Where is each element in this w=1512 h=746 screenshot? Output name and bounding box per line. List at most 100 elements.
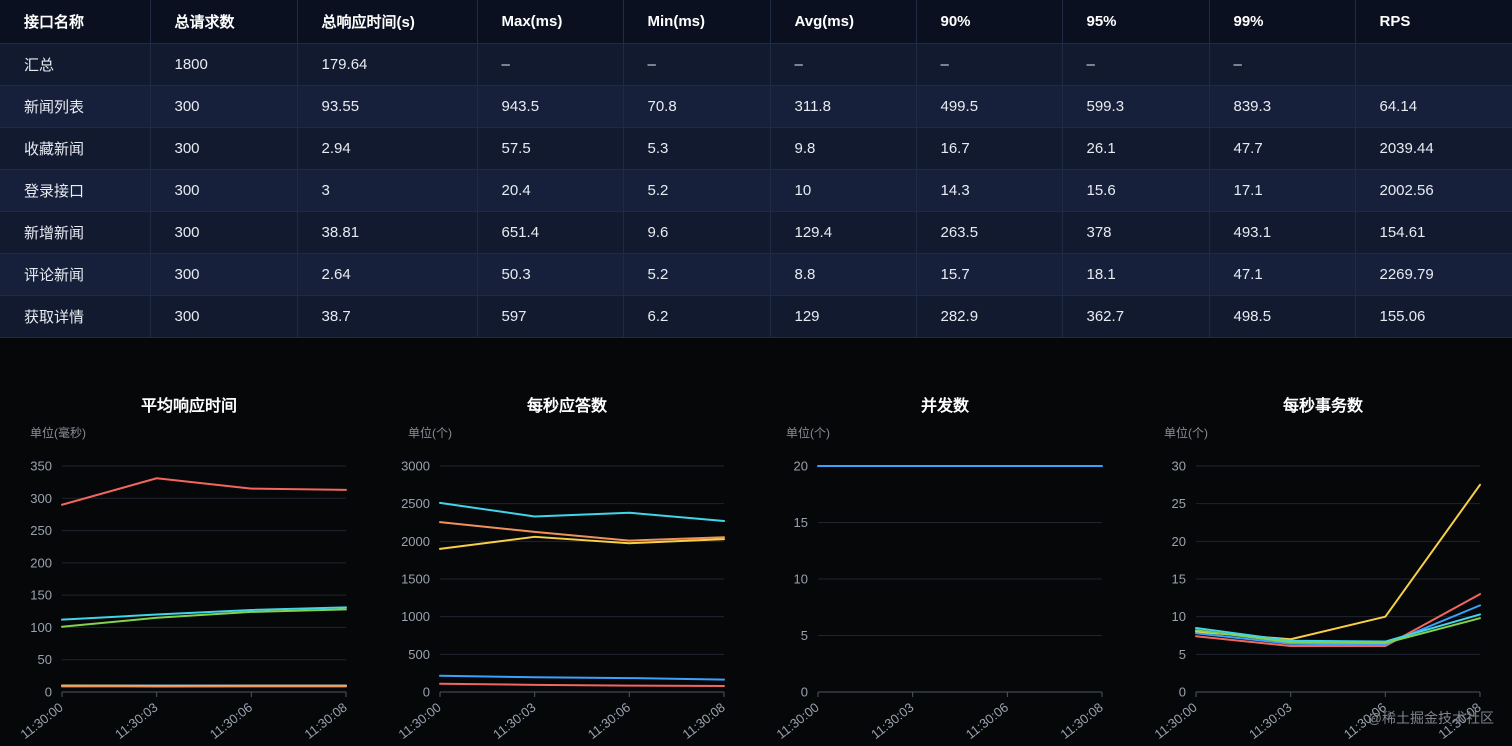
chart-unit-label: 单位(个) xyxy=(408,426,452,440)
table-cell: 300 xyxy=(149,253,298,296)
chart-unit-label: 单位(毫秒) xyxy=(30,426,86,440)
col-header-avg-ms: Avg(ms) xyxy=(769,0,917,44)
chart-card-avg-response-time: 平均响应时间 单位(毫秒) 0 50 100 150 200 250 300 350 11:30… xyxy=(0,350,378,746)
table-row: 新增新闻 300 38.81 651.4 9.6 129.4 263.5 378 493.1 15… xyxy=(0,211,1512,254)
y-tick-label: 250 xyxy=(30,523,52,538)
table-cell: 20.4 xyxy=(476,169,624,212)
y-tick-label: 0 xyxy=(45,685,52,700)
table-cell: 5.2 xyxy=(622,169,771,212)
table-cell: 5.3 xyxy=(622,127,771,170)
table-cell: 9.8 xyxy=(769,127,917,170)
col-header-p95: 95% xyxy=(1061,0,1210,44)
table-cell: 10 xyxy=(769,169,917,212)
y-tick-label: 1000 xyxy=(401,609,430,624)
table-row: 评论新闻 300 2.64 50.3 5.2 8.8 15.7 18.1 47.1 2269.79 xyxy=(0,253,1512,296)
x-tick-label: 11:30:03 xyxy=(868,700,916,740)
table-row: 新闻列表 300 93.55 943.5 70.8 311.8 499.5 599.3 839.… xyxy=(0,85,1512,128)
table-cell: 378 xyxy=(1061,211,1210,254)
table-cell: – xyxy=(769,43,917,86)
table-cell: 评论新闻 xyxy=(0,253,151,296)
table-cell: 50.3 xyxy=(476,253,624,296)
table-cell: 597 xyxy=(476,295,624,338)
line-series xyxy=(439,501,725,522)
table-header-row: 接口名称 总请求数 总响应时间(s) Max(ms) Min(ms) Avg(m… xyxy=(0,0,1512,44)
table-cell: 16.7 xyxy=(915,127,1063,170)
table-cell: 获取详情 xyxy=(0,295,151,338)
chart-title: 每秒应答数 xyxy=(526,398,607,415)
chart-plot: 0 500 1000 1500 2000 2500 3000 11:30:00 11:30:03… xyxy=(395,459,727,741)
table-cell: 38.81 xyxy=(296,211,478,254)
table-cell: 362.7 xyxy=(1061,295,1210,338)
table-cell: 57.5 xyxy=(476,127,624,170)
table-cell: 8.8 xyxy=(769,253,917,296)
y-tick-label: 200 xyxy=(30,555,52,570)
x-tick-label: 11:30:06 xyxy=(963,700,1011,740)
table-cell: – xyxy=(1061,43,1210,86)
line-series xyxy=(61,608,347,628)
y-tick-label: 100 xyxy=(30,620,52,635)
y-tick-label: 10 xyxy=(794,572,808,587)
y-tick-label: 500 xyxy=(408,647,430,662)
y-tick-label: 3000 xyxy=(401,459,430,474)
watermark: @稀土掘金技术社区 xyxy=(1367,710,1494,726)
table-cell: 登录接口 xyxy=(0,169,151,212)
table-cell: 26.1 xyxy=(1061,127,1210,170)
table-cell: 498.5 xyxy=(1208,295,1356,338)
x-tick-label: 11:30:03 xyxy=(490,700,538,740)
table-cell: 300 xyxy=(149,211,298,254)
table-row: 获取详情 300 38.7 597 6.2 129 282.9 362.7 498.5 155.0… xyxy=(0,295,1512,338)
table-cell: 493.1 xyxy=(1208,211,1356,254)
table-cell: 9.6 xyxy=(622,211,771,254)
table-cell: 499.5 xyxy=(915,85,1063,128)
y-tick-label: 25 xyxy=(1172,496,1186,511)
chart-title: 并发数 xyxy=(920,398,969,415)
table-cell: 70.8 xyxy=(622,85,771,128)
table-cell: 179.64 xyxy=(296,43,478,86)
y-tick-label: 10 xyxy=(1172,609,1186,624)
line-series xyxy=(1195,617,1481,645)
x-tick-label: 11:30:08 xyxy=(301,700,349,740)
col-header-p99: 99% xyxy=(1208,0,1356,44)
y-tick-label: 30 xyxy=(1172,459,1186,474)
line-series xyxy=(1195,593,1481,648)
table-cell: 2002.56 xyxy=(1354,169,1512,212)
x-tick-label: 11:30:06 xyxy=(585,700,633,740)
x-tick-label: 11:30:08 xyxy=(1057,700,1105,740)
chart-title: 每秒事务数 xyxy=(1282,398,1363,415)
y-tick-label: 2500 xyxy=(401,496,430,511)
table-cell: – xyxy=(622,43,771,86)
charts-section: 平均响应时间 单位(毫秒) 0 50 100 150 200 250 300 350 11:30… xyxy=(0,350,1512,746)
table-cell: 18.1 xyxy=(1061,253,1210,296)
table-cell: 38.7 xyxy=(296,295,478,338)
chart-card-responses-per-second: 每秒应答数 单位(个) 0 500 1000 1500 2000 2500 3000 11:3… xyxy=(378,350,756,746)
table-cell: 129.4 xyxy=(769,211,917,254)
x-tick-label: 11:30:03 xyxy=(112,700,160,740)
y-tick-label: 15 xyxy=(794,515,808,530)
table-cell: 2.94 xyxy=(296,127,478,170)
table-cell: 47.1 xyxy=(1208,253,1356,296)
y-tick-label: 50 xyxy=(38,652,52,667)
col-header-min-ms: Min(ms) xyxy=(622,0,771,44)
results-table: 接口名称 总请求数 总响应时间(s) Max(ms) Min(ms) Avg(m… xyxy=(0,0,1512,338)
table-cell: 64.14 xyxy=(1354,85,1512,128)
table-cell: – xyxy=(476,43,624,86)
table-cell: 2.64 xyxy=(296,253,478,296)
chart-plot: 0 5 10 15 20 11:30:00 11:30:03 11:30:06 11:30:08 xyxy=(773,459,1105,741)
table-cell: 2269.79 xyxy=(1354,253,1512,296)
table-cell: 154.61 xyxy=(1354,211,1512,254)
chart-canvas-responses-per-second: 0 500 1000 1500 2000 2500 3000 11:30:00 11:30:03… xyxy=(378,440,756,741)
table-cell: – xyxy=(1208,43,1356,86)
table-cell: 1800 xyxy=(149,43,298,86)
line-series xyxy=(439,521,725,542)
chart-canvas-transactions-per-second: 0 5 10 15 20 25 30 11:30:00 11:30:03 11:30:06 11:3… xyxy=(1134,440,1512,741)
table-cell: 新闻列表 xyxy=(0,85,151,128)
table-cell: 47.7 xyxy=(1208,127,1356,170)
table-cell: 6.2 xyxy=(622,295,771,338)
table-cell: 263.5 xyxy=(915,211,1063,254)
table-cell: 599.3 xyxy=(1061,85,1210,128)
chart-unit-label: 单位(个) xyxy=(1164,426,1208,440)
x-tick-label: 11:30:00 xyxy=(17,700,65,740)
table-cell: 15.6 xyxy=(1061,169,1210,212)
